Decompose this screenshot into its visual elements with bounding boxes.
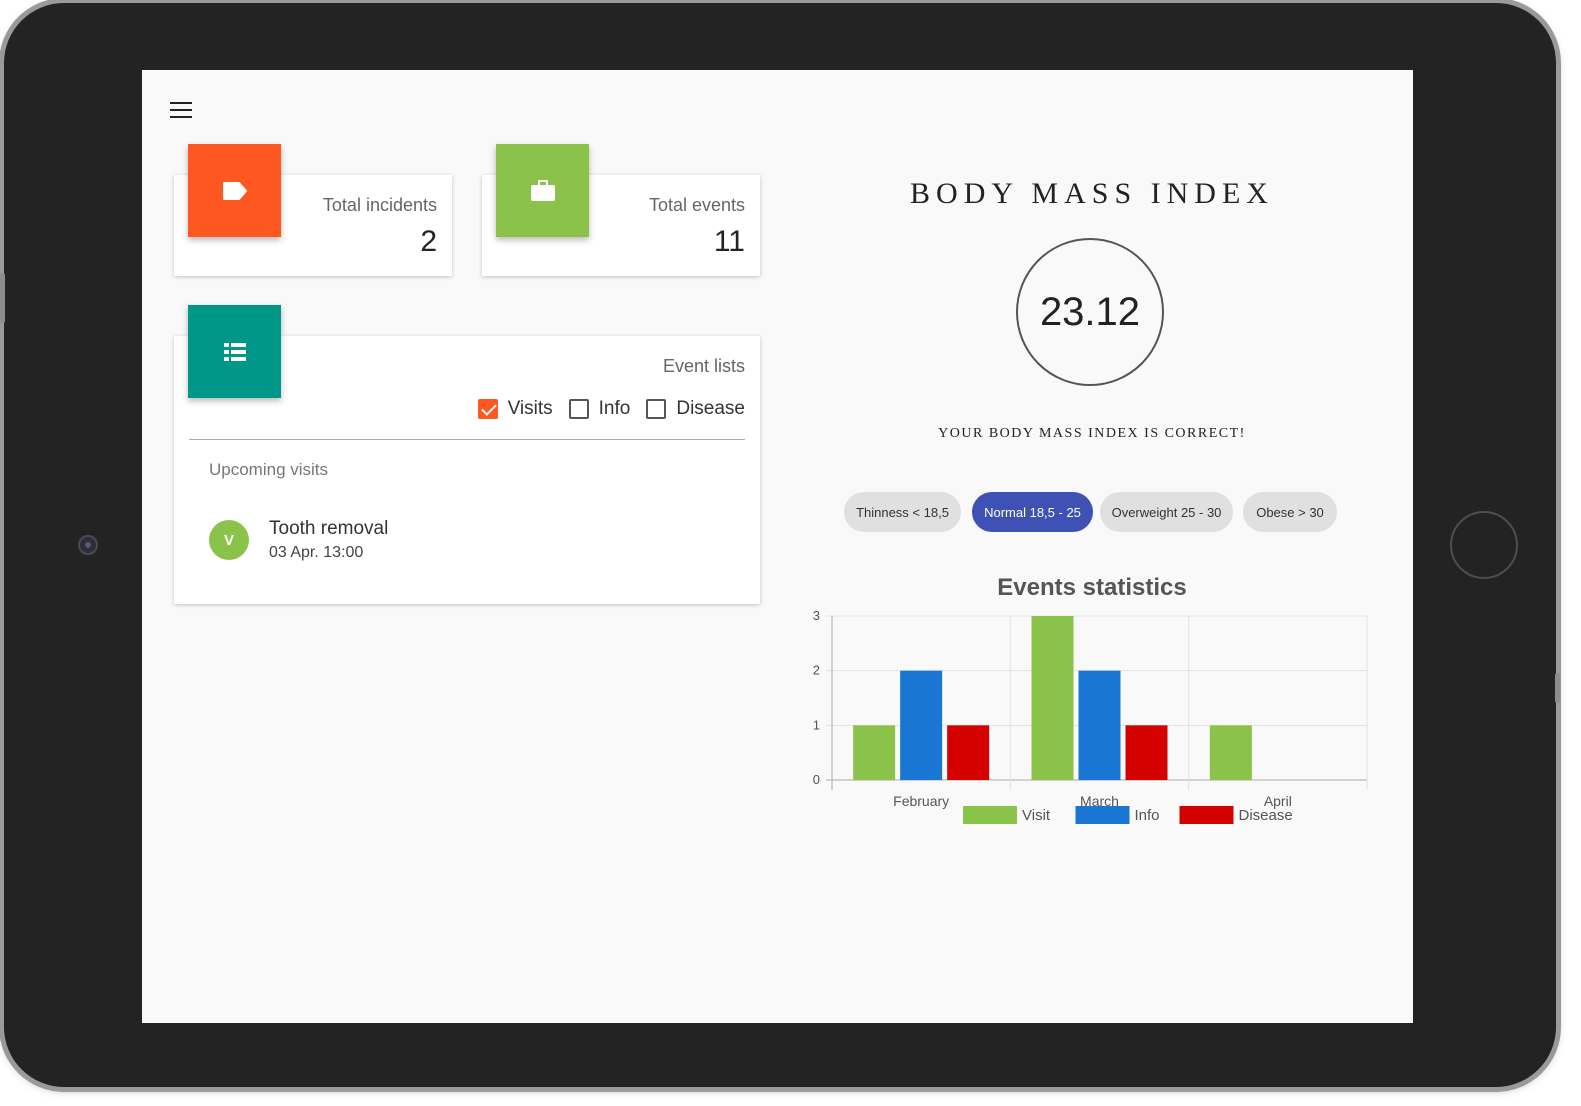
filter-label: Info	[598, 398, 631, 419]
briefcase-icon	[496, 144, 589, 237]
bar-info	[900, 670, 943, 780]
event-lists-title: Event lists	[662, 356, 745, 376]
legend-label: Disease	[1239, 807, 1293, 824]
stat-label: Total events	[648, 195, 745, 215]
y-tick-label: 0	[813, 772, 820, 787]
bar-visit	[853, 725, 896, 780]
y-tick-label: 2	[813, 663, 820, 678]
event-filter-group: Visits Info Disease	[477, 398, 745, 420]
hamburger-menu-icon[interactable]	[170, 100, 194, 120]
checkbox-unchecked-icon[interactable]	[646, 399, 667, 419]
upcoming-visits-heading: Upcoming visits	[209, 460, 329, 479]
bmi-title: BODY MASS INDEX	[910, 177, 1274, 210]
list-item[interactable]: V Tooth removal 03 Apr. 13:00	[209, 518, 388, 562]
divider	[189, 439, 745, 440]
filter-visits-checkbox[interactable]: Visits	[477, 398, 553, 420]
bmi-chip-overweight[interactable]: Overweight 25 - 30	[1100, 492, 1233, 532]
home-button-icon[interactable]	[1450, 511, 1518, 579]
bar-disease	[1125, 725, 1168, 780]
event-time: 03 Apr. 13:00	[269, 544, 364, 561]
list-item-text: Tooth removal 03 Apr. 13:00	[269, 518, 388, 562]
y-tick-label: 3	[813, 608, 820, 623]
checkbox-checked-icon[interactable]	[477, 399, 498, 419]
stat-label: Total incidents	[322, 195, 437, 215]
app-screen: Total incidents 2 Total events 11 Event …	[142, 70, 1413, 1023]
x-tick-label: February	[893, 793, 949, 809]
stat-value: 2	[420, 225, 437, 258]
legend-swatch	[1075, 806, 1130, 824]
event-title: Tooth removal	[269, 518, 389, 539]
filter-disease-checkbox[interactable]: Disease	[646, 398, 745, 420]
legend-label: Visit	[1022, 807, 1051, 824]
bar-info	[1078, 670, 1121, 780]
bmi-value-circle: 23.12	[1016, 238, 1164, 386]
legend-swatch	[1179, 806, 1234, 824]
stat-value: 11	[713, 225, 745, 258]
bar-disease	[947, 725, 990, 780]
filter-label: Disease	[676, 398, 745, 419]
y-tick-label: 1	[813, 717, 820, 732]
tablet-side-button	[0, 273, 5, 323]
camera-icon	[78, 535, 98, 555]
chart-title: Events statistics	[997, 574, 1187, 601]
bar-visit	[1031, 616, 1074, 780]
events-statistics-chart: 0 1 2 3 February March April Visit Info Disease	[813, 608, 1368, 824]
checkbox-unchecked-icon[interactable]	[568, 399, 589, 419]
bmi-chip-normal[interactable]: Normal 18,5 - 25	[972, 492, 1093, 532]
bmi-value: 23.12	[1039, 289, 1141, 334]
bmi-chip-obese[interactable]: Obese > 30	[1243, 492, 1337, 532]
list-icon	[188, 305, 281, 398]
bmi-message: YOUR BODY MASS INDEX IS CORRECT!	[938, 426, 1246, 441]
x-tick-label: March	[1080, 793, 1119, 809]
bmi-chip-thinness[interactable]: Thinness < 18,5	[844, 492, 961, 532]
legend-label: Info	[1135, 807, 1160, 824]
filter-info-checkbox[interactable]: Info	[568, 398, 631, 420]
legend-swatch	[963, 806, 1017, 824]
avatar: V	[209, 520, 249, 560]
tag-icon	[188, 144, 281, 237]
x-tick-label: April	[1264, 793, 1292, 809]
filter-label: Visits	[507, 398, 553, 419]
tablet-side-button	[1555, 673, 1560, 703]
bar-visit	[1209, 725, 1252, 780]
